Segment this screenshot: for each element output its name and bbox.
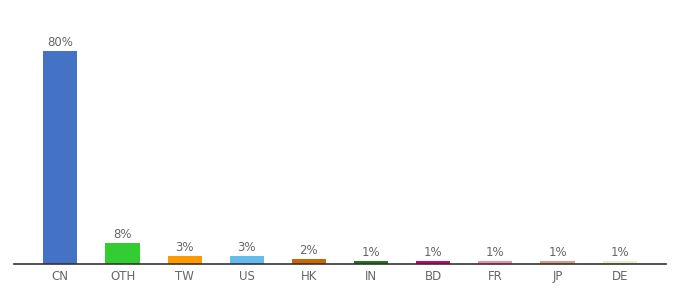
Bar	[292, 259, 326, 264]
Bar	[167, 256, 202, 264]
Bar	[230, 256, 264, 264]
Bar	[416, 261, 450, 264]
Text: 1%: 1%	[424, 246, 443, 259]
Text: 80%: 80%	[48, 35, 73, 49]
Text: 3%: 3%	[237, 241, 256, 254]
Text: 8%: 8%	[114, 227, 132, 241]
Text: 1%: 1%	[486, 246, 505, 259]
Text: 3%: 3%	[175, 241, 194, 254]
Text: 1%: 1%	[548, 246, 567, 259]
Bar	[105, 243, 139, 264]
Bar	[602, 261, 636, 264]
Bar	[354, 261, 388, 264]
Bar	[44, 51, 78, 264]
Text: 1%: 1%	[611, 246, 629, 259]
Text: 1%: 1%	[362, 246, 380, 259]
Bar	[478, 261, 513, 264]
Text: 2%: 2%	[300, 244, 318, 256]
Bar	[541, 261, 575, 264]
